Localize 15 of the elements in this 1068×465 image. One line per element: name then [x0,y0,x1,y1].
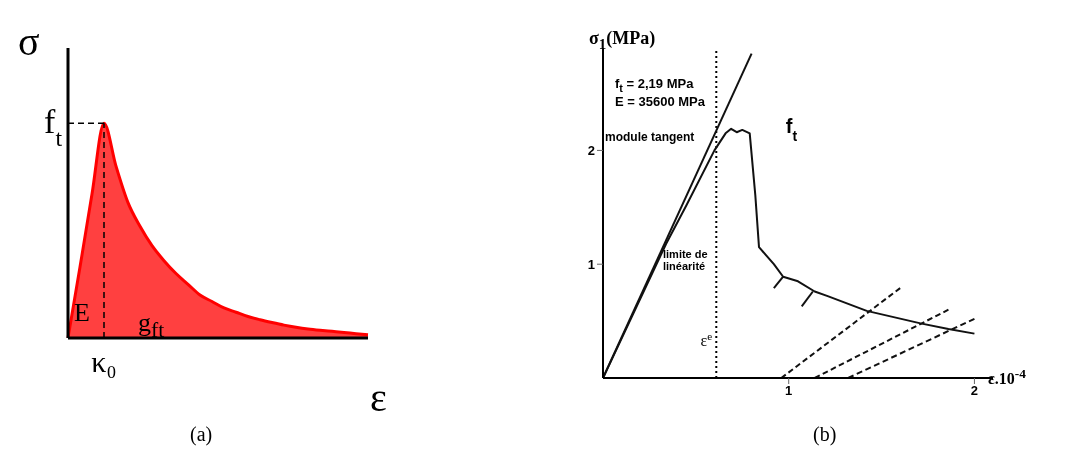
annotation: f$_{t}$ = 2,19 MPa [615,76,694,94]
text: κ₀ [91,345,117,378]
annotation: limite de linéarité [663,248,709,272]
x-axis-title: ε [370,374,387,421]
annotation: g$_{ft}$ [138,308,165,344]
ref-line-label: ε$^{e}$ [700,330,713,349]
annotation: E = 35600 MPa [615,94,705,109]
text: (a) [190,423,213,446]
annotation: E [74,298,90,328]
x-axis-title: ε.10$^{-4}$ [988,366,1026,389]
y-axis-title: σ [18,18,40,65]
annotation: f$_{t}$ [785,114,798,144]
text: (b) [813,423,837,446]
ref-line-label: f$_{t}$ [44,103,63,152]
annotation: module tangent [605,130,695,144]
